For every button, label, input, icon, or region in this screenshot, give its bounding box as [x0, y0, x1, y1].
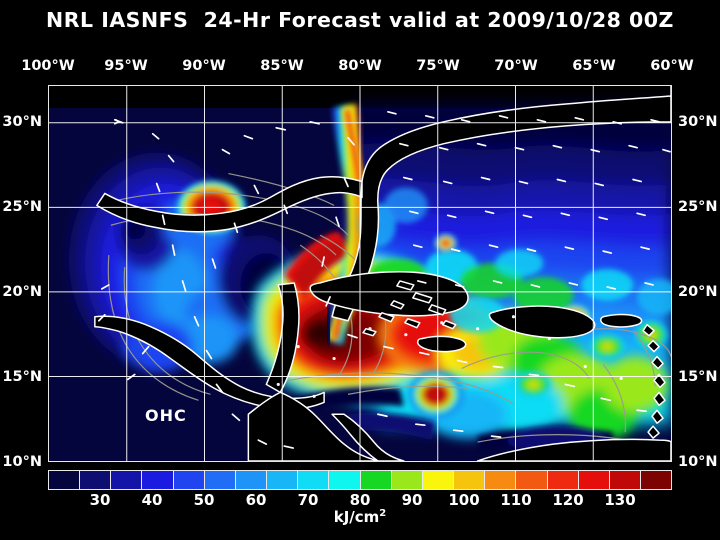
colorbar-swatch-1 [80, 471, 112, 489]
colorbar-unit-text: kJ/cm [333, 508, 380, 526]
colorbar-swatch-4 [173, 471, 205, 489]
lat-tick-15n-right: 15°N [678, 369, 718, 385]
colorbar-unit-label: kJ/cm2 [0, 508, 720, 526]
lat-tick-10n-left: 10°N [2, 454, 42, 470]
colorbar-tick-90: 90 [401, 491, 423, 509]
lon-tick-65w: 65°W [572, 58, 616, 74]
lon-tick-60w: 60°W [650, 58, 694, 74]
colorbar-swatch-17 [578, 471, 610, 489]
colorbar-swatch-14 [485, 471, 517, 489]
colorbar-swatch-16 [547, 471, 579, 489]
ohc-field-svg [49, 86, 671, 461]
colorbar-swatch-8 [298, 471, 330, 489]
colorbar-swatch-6 [235, 471, 268, 489]
colorbar-tick-110: 110 [500, 491, 532, 509]
lon-tick-90w: 90°W [182, 58, 226, 74]
colorbar-swatch-19 [640, 471, 672, 489]
lon-tick-70w: 70°W [494, 58, 538, 74]
colorbar-tick-60: 60 [245, 491, 267, 509]
colorbar-tick-50: 50 [193, 491, 215, 509]
colorbar-swatch-11 [391, 471, 423, 489]
lat-tick-15n-left: 15°N [2, 369, 42, 385]
map-plot-area [48, 85, 672, 462]
colorbar-tick-100: 100 [448, 491, 480, 509]
lat-tick-20n-right: 20°N [678, 284, 718, 300]
lon-tick-95w: 95°W [104, 58, 148, 74]
lat-tick-20n-left: 20°N [2, 284, 42, 300]
colorbar-swatch-2 [111, 471, 143, 489]
colorbar-swatch-5 [204, 471, 236, 489]
colorbar-swatch-13 [454, 471, 486, 489]
colorbar-tick-80: 80 [349, 491, 371, 509]
lat-tick-10n-right: 10°N [678, 454, 718, 470]
colorbar-swatch-3 [142, 471, 174, 489]
colorbar-swatch-9 [329, 471, 361, 489]
colorbar-swatch-0 [49, 471, 81, 489]
lat-tick-25n-right: 25°N [678, 199, 718, 215]
figure-title: NRL IASNFS 24-Hr Forecast valid at 2009/… [46, 8, 674, 32]
colorbar-swatch-7 [267, 471, 299, 489]
colorbar-unit-exponent: 2 [379, 508, 387, 519]
lon-tick-85w: 85°W [260, 58, 304, 74]
colorbar-swatch-10 [360, 471, 392, 489]
colorbar-tick-40: 40 [141, 491, 163, 509]
lat-tick-30n-left: 30°N [2, 114, 42, 130]
colorbar-tick-30: 30 [89, 491, 111, 509]
colorbar-tick-70: 70 [297, 491, 319, 509]
ohc-color-field [49, 86, 671, 461]
lon-tick-75w: 75°W [416, 58, 460, 74]
colorbar-swatch-12 [422, 471, 455, 489]
lon-tick-100w: 100°W [21, 58, 75, 74]
lon-tick-80w: 80°W [338, 58, 382, 74]
lat-tick-30n-right: 30°N [678, 114, 718, 130]
colorbar-tick-130: 130 [604, 491, 636, 509]
ohc-field-label: OHC [145, 406, 187, 425]
colorbar-tick-120: 120 [552, 491, 584, 509]
colorbar-swatch-18 [609, 471, 641, 489]
colorbar [48, 470, 672, 490]
lat-tick-25n-left: 25°N [2, 199, 42, 215]
colorbar-swatch-15 [516, 471, 548, 489]
